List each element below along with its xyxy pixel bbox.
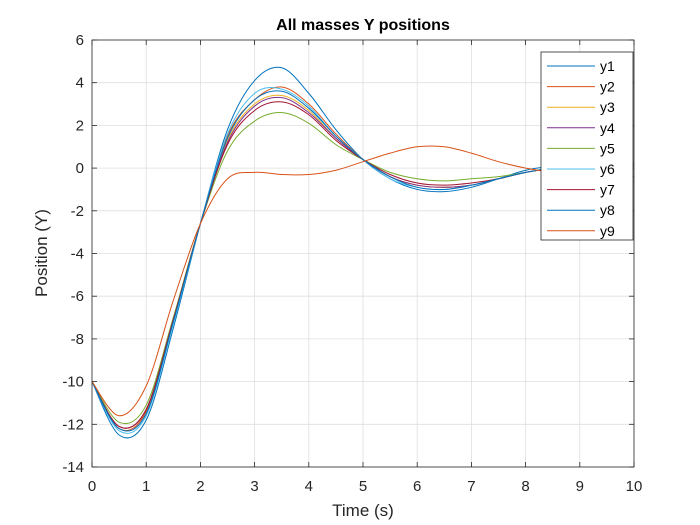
legend-label-y4: y4 [600,120,615,136]
y-tick-label: 4 [76,75,84,92]
x-tick-label: 6 [413,478,421,495]
y-tick-label: -14 [62,459,84,476]
y-tick-label: -6 [71,288,84,305]
x-tick-label: 10 [626,478,643,495]
x-tick-label: 1 [142,478,150,495]
y-tick-label: 2 [76,117,84,134]
y-tick-label: -10 [62,374,84,391]
x-tick-label: 2 [196,478,204,495]
x-tick-label: 7 [467,478,475,495]
ticks: 0 1 2 3 4 5 6 7 8 9 10 -14 -12 -10 -8 -6 -4 -2 0 2 4 6 [62,32,642,495]
x-tick-label: 5 [359,478,367,495]
y-tick-label: -4 [71,246,84,263]
y-axis-label: Position (Y) [32,209,51,297]
legend-label-y6: y6 [600,161,615,177]
legend-label-y9: y9 [600,223,615,239]
legend-label-y3: y3 [600,99,615,115]
y-tick-label: -12 [62,416,84,433]
x-tick-label: 0 [88,478,96,495]
legend-label-y1: y1 [600,58,615,74]
chart-title: All masses Y positions [276,17,450,34]
legend-label-y2: y2 [600,79,615,95]
y-tick-label: 6 [76,32,84,49]
legend: y1 y2 y3 y4 y5 y6 y7 y8 y9 [540,51,634,241]
x-axis-label: Time (s) [332,501,394,520]
x-tick-label: 3 [250,478,258,495]
x-tick-label: 9 [576,478,584,495]
y-tick-label: -2 [71,203,84,220]
x-tick-label: 4 [305,478,313,495]
y-tick-label: -8 [71,331,84,348]
legend-label-y5: y5 [600,140,615,156]
legend-label-y8: y8 [600,202,615,218]
y-tick-label: 0 [76,160,84,177]
legend-box [540,51,634,241]
x-tick-label: 8 [521,478,529,495]
legend-label-y7: y7 [600,182,615,198]
